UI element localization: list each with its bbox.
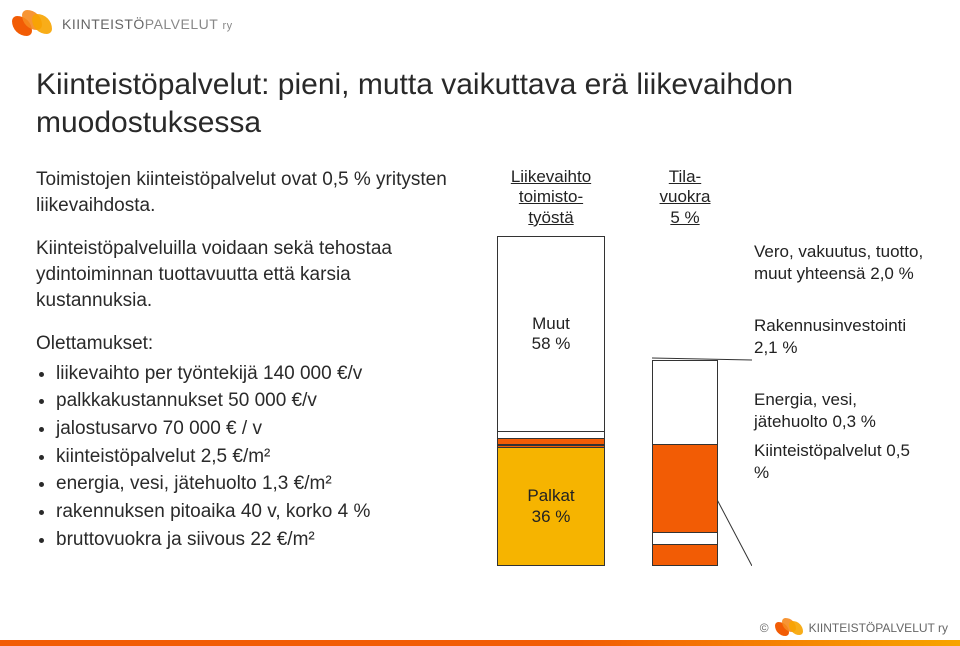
logo-mark-small-icon (775, 618, 803, 638)
assumption-item: energia, vesi, jätehuolto 1,3 €/m² (56, 471, 456, 497)
assumption-item: palkkakustannukset 50 000 €/v (56, 388, 456, 414)
slide: KIINTEISTÖPALVELUT ry Kiinteistöpalvelut… (0, 0, 960, 646)
logo-text: KIINTEISTÖPALVELUT ry (62, 16, 233, 32)
bar-segment-palkat: Palkat36 % (498, 447, 604, 565)
assumption-item: bruttovuokra ja siivous 22 €/m² (56, 527, 456, 553)
logo-top: KIINTEISTÖPALVELUT ry (12, 10, 233, 38)
bar-segment-muut: Muut58 % (498, 237, 604, 431)
footer-accent-bar (0, 640, 960, 646)
legend-item: Energia, vesi, jätehuolto 0,3 % (754, 389, 924, 433)
copyright-icon: © (760, 621, 769, 635)
assumption-item: liikevaihto per työntekijä 140 000 €/v (56, 361, 456, 387)
assumption-item: kiinteistöpalvelut 2,5 €/m² (56, 444, 456, 470)
rent-segment-vero (653, 361, 717, 444)
logo-mark-icon (12, 10, 54, 38)
assumption-item: jalostusarvo 70 000 € / v (56, 416, 456, 442)
legend-item: Kiinteistöpalvelut 0,5 % (754, 440, 924, 484)
rent-outer (652, 236, 718, 566)
left-column: Toimistojen kiinteistöpalvelut ovat 0,5 … (36, 167, 456, 554)
assumptions-header: Olettamukset: (36, 331, 456, 357)
rent-segment-evj (653, 532, 717, 544)
chart-column: Liikevaihtotoimisto-työstä Palkat36 % Muu… (486, 167, 616, 566)
rent-column: Tila-vuokra5 % (646, 167, 724, 566)
logo-text-upper: KIINTEISTÖ (62, 16, 145, 32)
stacked-bar: Palkat36 % Muut58 % (497, 236, 605, 566)
assumptions-list: liikevaihto per työntekijä 140 000 €/vpa… (36, 361, 456, 552)
rent-bar (652, 360, 718, 566)
legend-item: Rakennusinvestointi 2,1 % (754, 315, 924, 359)
logo-bottom: © KIINTEISTÖPALVELUT ry (760, 618, 948, 638)
bar-segment-label: Muut58 % (532, 314, 571, 355)
rent-segment-kp (653, 544, 717, 565)
logo-suffix: ry (222, 20, 232, 32)
assumption-item: rakennuksen pitoaika 40 v, korko 4 % (56, 499, 456, 525)
legend-column: Vero, vakuutus, tuotto, muut yhteensä 2,… (754, 167, 924, 514)
chart-title: Liikevaihtotoimisto-työstä (511, 167, 591, 228)
body-row: Toimistojen kiinteistöpalvelut ovat 0,5 … (36, 167, 924, 566)
slide-title: Kiinteistöpalvelut: pieni, mutta vaikutt… (36, 66, 924, 141)
rent-segment-rak (653, 444, 717, 531)
rent-title: Tila-vuokra5 % (659, 167, 710, 228)
intro-para-2: Kiinteistöpalveluilla voidaan sekä tehos… (36, 236, 456, 313)
bar-segment-rak (498, 438, 604, 445)
intro-para-1: Toimistojen kiinteistöpalvelut ovat 0,5 … (36, 167, 456, 218)
legend-item: Vero, vakuutus, tuotto, muut yhteensä 2,… (754, 241, 924, 285)
footer-brand: KIINTEISTÖPALVELUT ry (809, 621, 948, 635)
bar-segment-label: Palkat36 % (527, 486, 574, 527)
logo-text-lower: PALVELUT (145, 16, 218, 32)
